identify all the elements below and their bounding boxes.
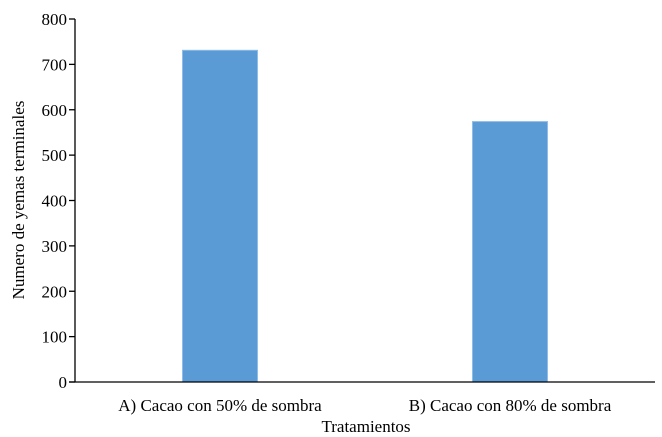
y-axis-ticks: 0 100 200 300 400 500 600 700 800 xyxy=(42,10,75,392)
y-tick-label: 800 xyxy=(42,10,68,29)
x-axis-tick-labels: A) Cacao con 50% de sombra B) Cacao con 8… xyxy=(118,396,611,415)
plot-area: 0 100 200 300 400 500 600 700 800 A) Cacao con 5… xyxy=(42,10,655,415)
y-tick-label: 500 xyxy=(42,146,68,165)
y-tick-label: 100 xyxy=(42,328,68,347)
y-tick-label: 600 xyxy=(42,101,68,120)
bar-a xyxy=(182,49,258,383)
y-tick-label: 400 xyxy=(42,192,68,211)
y-axis-title: Numero de yemas terminales xyxy=(9,101,28,300)
bar-b xyxy=(472,121,548,383)
y-tick-label: 700 xyxy=(42,55,68,74)
y-tick-label: 200 xyxy=(42,282,68,301)
x-tick-label: B) Cacao con 80% de sombra xyxy=(409,396,612,415)
y-tick-label: 300 xyxy=(42,237,68,256)
x-tick-label: A) Cacao con 50% de sombra xyxy=(118,396,322,415)
x-axis-title: Tratamientos xyxy=(321,417,410,436)
bars xyxy=(182,49,548,383)
y-tick-label: 0 xyxy=(59,373,68,392)
